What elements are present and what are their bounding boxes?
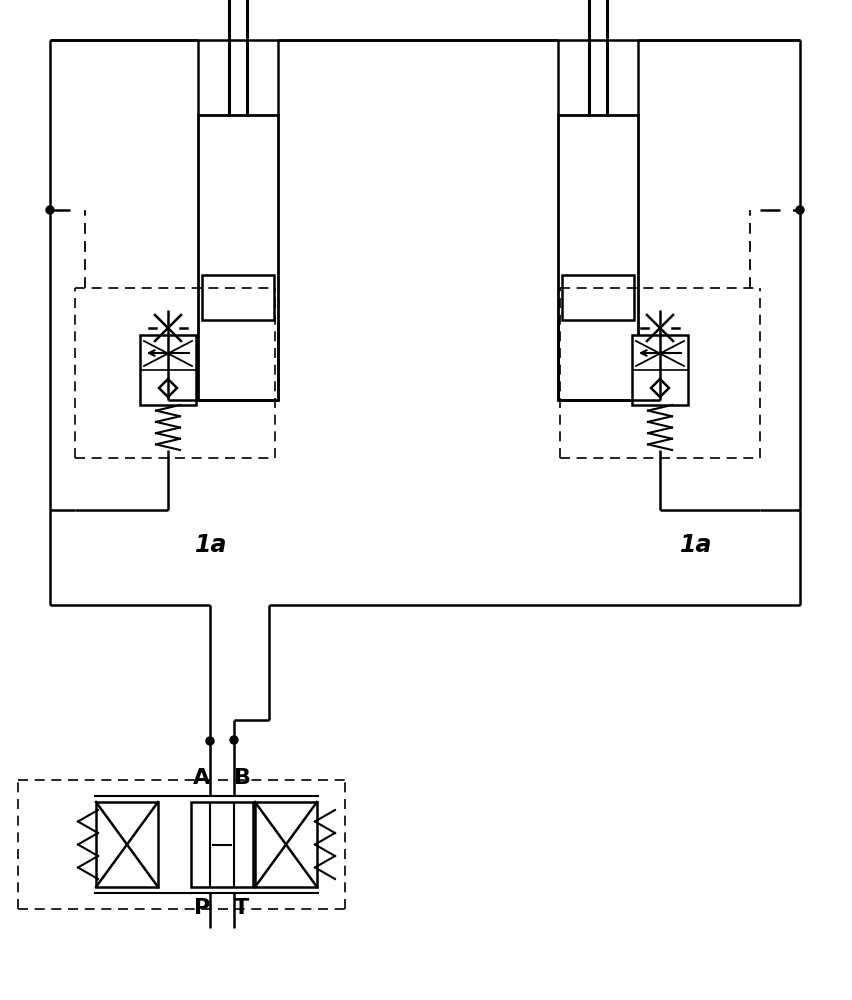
Bar <box>255 802 317 887</box>
Circle shape <box>796 206 804 214</box>
Bar <box>632 335 688 405</box>
Bar <box>191 802 253 887</box>
Bar <box>140 335 196 405</box>
Text: A: A <box>193 768 210 788</box>
Bar <box>202 275 274 320</box>
Bar <box>562 275 634 320</box>
Bar <box>558 115 638 400</box>
Bar <box>96 802 158 887</box>
Text: P: P <box>193 898 210 918</box>
Circle shape <box>46 206 54 214</box>
Bar <box>198 115 278 400</box>
Text: B: B <box>234 768 251 788</box>
Text: 1a: 1a <box>195 533 227 557</box>
Text: 1a: 1a <box>680 533 712 557</box>
Circle shape <box>230 736 238 744</box>
Text: T: T <box>234 898 250 918</box>
Circle shape <box>206 737 214 745</box>
